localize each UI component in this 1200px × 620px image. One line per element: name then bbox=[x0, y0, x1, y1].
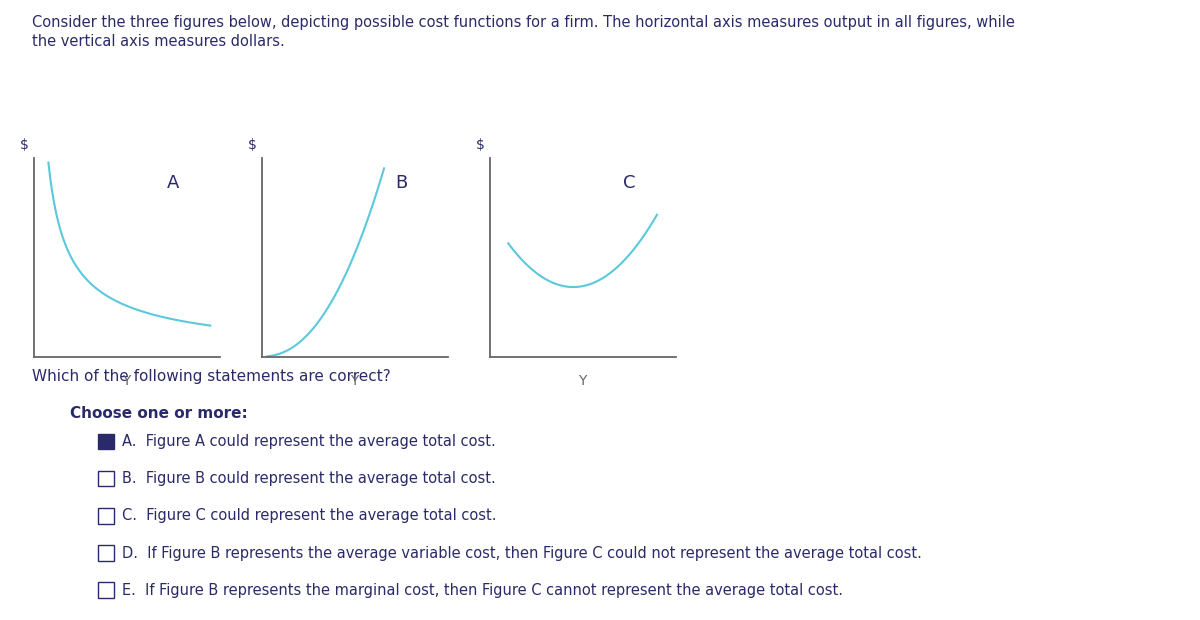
Text: $: $ bbox=[248, 138, 257, 152]
Text: A.  Figure A could represent the average total cost.: A. Figure A could represent the average … bbox=[122, 434, 496, 449]
Text: C: C bbox=[623, 174, 635, 192]
Text: the vertical axis measures dollars.: the vertical axis measures dollars. bbox=[32, 34, 286, 49]
Bar bbox=[98, 434, 114, 449]
Bar bbox=[98, 471, 114, 486]
Bar bbox=[98, 508, 114, 523]
Text: E.  If Figure B represents the marginal cost, then Figure C cannot represent the: E. If Figure B represents the marginal c… bbox=[122, 583, 844, 598]
Bar bbox=[98, 583, 114, 598]
Text: $: $ bbox=[476, 138, 485, 152]
Text: Y: Y bbox=[350, 374, 359, 388]
Text: Y: Y bbox=[122, 374, 131, 388]
Text: Consider the three figures below, depicting possible cost functions for a firm. : Consider the three figures below, depict… bbox=[32, 16, 1015, 30]
Text: B: B bbox=[395, 174, 407, 192]
Text: B.  Figure B could represent the average total cost.: B. Figure B could represent the average … bbox=[122, 471, 496, 486]
Bar bbox=[98, 546, 114, 560]
Text: A: A bbox=[167, 174, 179, 192]
Text: C.  Figure C could represent the average total cost.: C. Figure C could represent the average … bbox=[122, 508, 497, 523]
Text: Which of the following statements are correct?: Which of the following statements are co… bbox=[32, 369, 391, 384]
Text: $: $ bbox=[20, 138, 29, 152]
Text: D.  If Figure B represents the average variable cost, then Figure C could not re: D. If Figure B represents the average va… bbox=[122, 546, 923, 560]
Text: Choose one or more:: Choose one or more: bbox=[70, 406, 247, 421]
Text: Y: Y bbox=[578, 374, 587, 388]
